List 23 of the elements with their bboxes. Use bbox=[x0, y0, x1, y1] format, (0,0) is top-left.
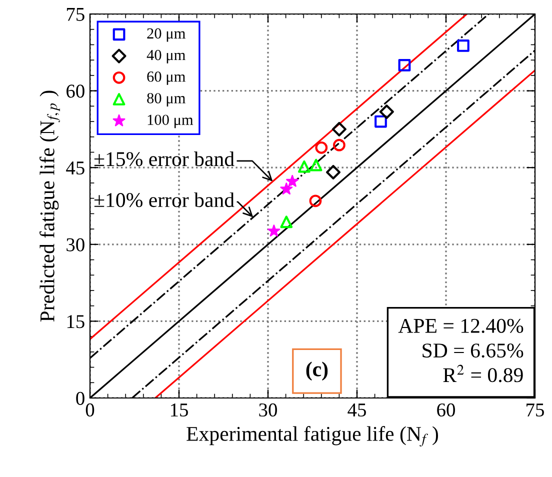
annotation: ±15% error band bbox=[94, 151, 234, 166]
legend-label: 80 μm bbox=[147, 93, 186, 107]
legend-label: 20 μm bbox=[147, 28, 186, 42]
x-tick-label: 0 bbox=[86, 403, 94, 417]
legend-label: 60 μm bbox=[147, 71, 186, 85]
annotation: ±10% error band bbox=[94, 192, 234, 208]
x-tick-label: 30 bbox=[259, 403, 277, 417]
y-tick-label: 0 bbox=[76, 392, 84, 405]
annotation: APE = 12.40% SD = 6.65% R$^{2}$ = 0.89 bbox=[398, 318, 524, 382]
x-tick-label: 15 bbox=[170, 404, 188, 417]
y-tick-label: 60 bbox=[66, 84, 84, 98]
x-tick-label: 75 bbox=[526, 404, 544, 417]
annotation: (c) bbox=[306, 362, 328, 381]
y-tick-label: 75 bbox=[66, 8, 84, 21]
y-tick-label: 15 bbox=[67, 315, 84, 328]
x-tick-label: 60 bbox=[437, 403, 455, 417]
x-axis-title: Experimental fatigue life (N$_{f}$ ) bbox=[186, 426, 438, 446]
y-tick-label: 30 bbox=[66, 238, 84, 252]
y-tick-label: 45 bbox=[66, 162, 84, 175]
x-tick-label: 45 bbox=[348, 404, 366, 417]
y-axis-title: Predicted fatigue life (N$_{f,p}$ ) bbox=[40, 90, 60, 322]
legend-label: 40 μm bbox=[146, 50, 186, 64]
legend-label: 100 μm bbox=[148, 114, 194, 128]
